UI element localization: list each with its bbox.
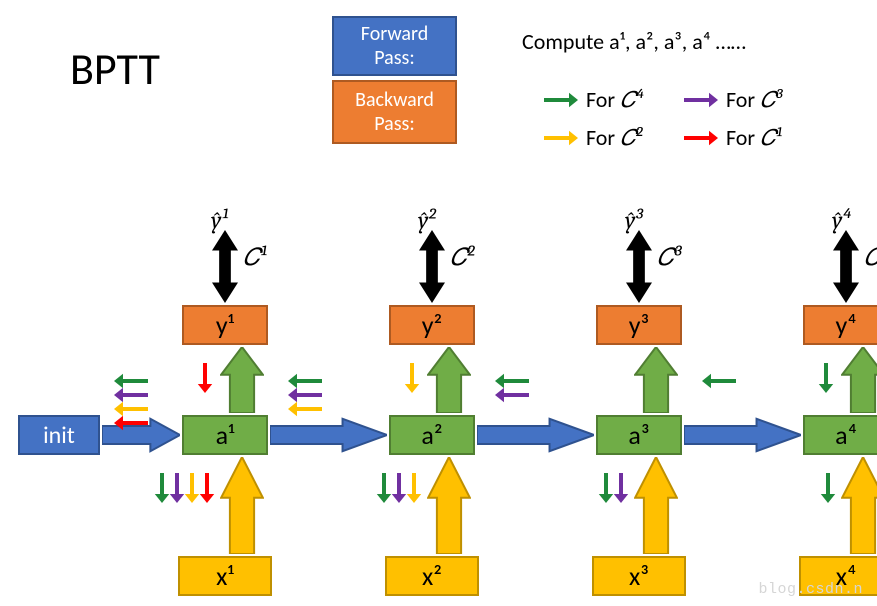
x-box-2: x²: [385, 556, 479, 596]
forward-pass-box: ForwardPass:: [332, 16, 457, 76]
C-label-3: 𝐶³: [657, 243, 681, 271]
x-to-a-arrow-2: [427, 457, 471, 554]
back-y-arrow-3: [817, 363, 835, 398]
compute-text: Compute a¹, a², a³, a⁴ ……: [522, 28, 746, 55]
x-box-1: x¹: [178, 556, 272, 596]
C-label-4: 𝐶⁴: [864, 243, 877, 271]
back-h-arrow-2-1: [495, 386, 529, 409]
x-box-3: x³: [592, 556, 686, 596]
x-to-a-arrow-1: [220, 457, 264, 554]
a-box-3: a³: [596, 415, 682, 455]
y-box-2: y²: [389, 305, 475, 345]
loss-arrow-1: [212, 230, 238, 308]
back-h-arrow-1-2: [288, 400, 322, 423]
back-y-arrow-1: [403, 363, 421, 398]
y-box-4: y⁴: [803, 305, 877, 345]
loss-arrow-4: [833, 230, 859, 308]
back-x-arrow-2-1: [612, 473, 630, 508]
back-h-arrow-0-3: [114, 414, 148, 437]
a-box-4: a⁴: [803, 415, 877, 455]
yhat-label-1: ŷ¹: [211, 206, 228, 234]
legend-arrow-0: [544, 91, 578, 114]
a-to-y-arrow-1: [220, 347, 264, 413]
backward-pass-box: BackwardPass:: [332, 80, 457, 144]
back-x-arrow-0-3: [198, 473, 216, 508]
legend-label-3: For 𝐶¹: [726, 124, 782, 151]
a-box-2: a²: [389, 415, 475, 455]
a-box-1: a¹: [182, 415, 268, 455]
legend-arrow-3: [684, 129, 718, 152]
back-x-arrow-1-2: [405, 473, 423, 508]
legend-label-2: For 𝐶²: [586, 124, 642, 151]
legend-label-1: For 𝐶³: [726, 86, 782, 113]
legend-label-0: For 𝐶⁴: [586, 86, 643, 113]
watermark: blog.csdn.n: [758, 581, 863, 598]
loss-arrow-3: [626, 230, 652, 308]
h-arrow-3: [684, 417, 801, 453]
yhat-label-4: ŷ⁴: [832, 206, 850, 234]
back-h-arrow-3-0: [702, 372, 736, 395]
x-to-a-arrow-4: [841, 457, 877, 554]
yhat-label-2: ŷ²: [418, 206, 435, 234]
C-label-2: 𝐶²: [450, 243, 474, 271]
y-box-3: y³: [596, 305, 682, 345]
init-box: init: [18, 415, 100, 455]
back-y-arrow-0: [196, 363, 214, 398]
y-box-1: y¹: [182, 305, 268, 345]
a-to-y-arrow-4: [841, 347, 877, 413]
h-arrow-2: [477, 417, 594, 453]
back-x-arrow-3-0: [819, 473, 837, 508]
x-to-a-arrow-3: [634, 457, 678, 554]
legend-arrow-1: [684, 91, 718, 114]
a-to-y-arrow-3: [634, 347, 678, 413]
C-label-1: 𝐶¹: [243, 243, 266, 271]
legend-arrow-2: [544, 129, 578, 152]
a-to-y-arrow-2: [427, 347, 471, 413]
yhat-label-3: ŷ³: [625, 206, 642, 234]
title: BPTT: [70, 42, 160, 96]
loss-arrow-2: [419, 230, 445, 308]
